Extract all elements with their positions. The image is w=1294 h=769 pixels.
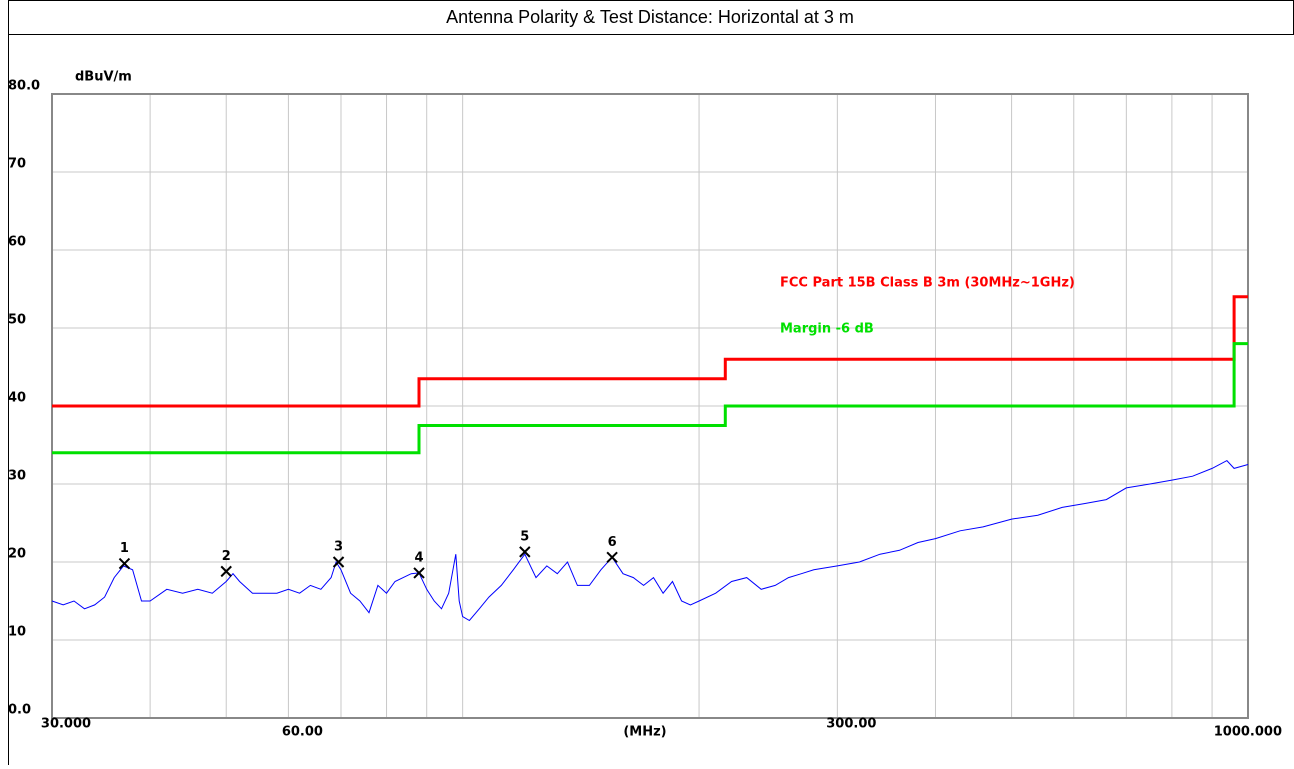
x-axis-label: (MHz) [623, 725, 666, 740]
title-bar [8, 0, 1294, 35]
chart-title: Antenna Polarity & Test Distance: Horizo… [446, 7, 854, 27]
limit-label: FCC Part 15B Class B 3m (30MHz~1GHz) [780, 276, 1075, 291]
y-tick-label: 40 [8, 391, 26, 406]
y-tick-label: 80.0 [8, 79, 40, 94]
limit-line [52, 295, 1248, 408]
y-tick-label: 30 [8, 469, 26, 484]
y-tick-label: 20 [8, 547, 26, 562]
marker-label: 5 [520, 529, 529, 544]
x-tick-label: 300.00 [826, 717, 876, 732]
y-tick-label: 10 [8, 625, 26, 640]
limit-line [52, 342, 1248, 455]
marker [606, 551, 618, 564]
marker-label: 1 [120, 541, 129, 556]
marker [332, 556, 345, 568]
x-tick-label: 30.000 [41, 717, 91, 732]
marker [220, 565, 232, 578]
y-tick-label: 70 [8, 157, 26, 172]
marker-label: 3 [334, 540, 343, 555]
y-tick-label: 50 [8, 313, 26, 328]
y-tick-label: 60 [8, 235, 26, 250]
limit-label: Margin -6 dB [780, 322, 874, 337]
marker [413, 567, 425, 579]
marker-label: 6 [608, 535, 617, 550]
trace-line [51, 459, 1249, 622]
marker-label: 2 [222, 549, 231, 564]
y-axis-label: dBuV/m [75, 70, 132, 85]
marker-label: 4 [415, 550, 424, 565]
marker [519, 546, 531, 558]
x-tick-label: 60.00 [282, 725, 323, 740]
marker [118, 557, 131, 570]
y-tick-label: 0.0 [8, 703, 31, 718]
x-tick-label: 1000.000 [1214, 725, 1282, 740]
